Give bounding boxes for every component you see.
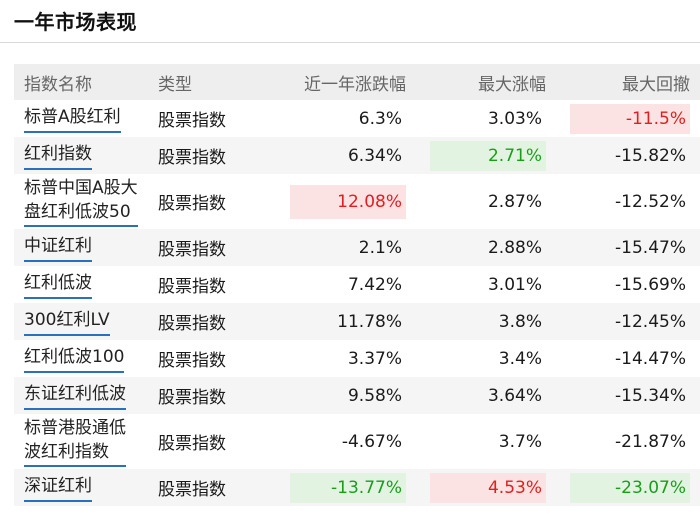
- table-row: 红利低波 股票指数 7.42% 3.01% -15.69%: [14, 266, 700, 303]
- header-one-year-change: 近一年涨跌幅: [276, 64, 416, 100]
- index-name-link[interactable]: 标普A股红利: [24, 104, 121, 133]
- table-row: 标普中国A股大 盘红利低波50 股票指数 12.08% 2.87% -12.52…: [14, 174, 700, 229]
- index-type: 股票指数: [148, 469, 276, 506]
- one-year-change: -4.67%: [341, 431, 402, 452]
- max-gain: 3.01%: [487, 274, 542, 295]
- table-row: 红利指数 股票指数 6.34% 2.71% -15.82%: [14, 137, 700, 174]
- index-type: 股票指数: [158, 434, 226, 454]
- max-drawdown: -15.34%: [615, 385, 686, 406]
- one-year-change: 11.78%: [337, 311, 402, 332]
- max-drawdown: -15.69%: [615, 274, 686, 295]
- max-drawdown: -12.52%: [615, 191, 686, 212]
- max-drawdown: -23.07%: [570, 472, 690, 503]
- max-gain: 3.4%: [498, 348, 542, 369]
- index-type: 股票指数: [148, 377, 276, 414]
- max-gain: 3.8%: [498, 311, 542, 332]
- one-year-change: 2.1%: [358, 237, 402, 258]
- table-row: 深证红利 股票指数 -13.77% 4.53% -23.07%: [14, 469, 700, 506]
- table-row: 东证红利低波 股票指数 9.58% 3.64% -15.34%: [14, 377, 700, 414]
- index-name-link[interactable]: 红利低波: [24, 270, 92, 299]
- one-year-change: 7.42%: [347, 274, 402, 295]
- max-gain: 4.53%: [430, 472, 546, 503]
- max-drawdown: -14.47%: [615, 348, 686, 369]
- one-year-change: 6.34%: [347, 145, 402, 166]
- title-divider: [0, 42, 700, 43]
- index-type: 股票指数: [148, 137, 276, 174]
- index-name-line-1: 标普中国A股大: [24, 178, 138, 198]
- index-type: 股票指数: [158, 111, 226, 131]
- index-type: 股票指数: [148, 229, 276, 266]
- table-row: 标普A股红利 股票指数 6.3% 3.03% -11.5%: [14, 100, 700, 137]
- index-name-link[interactable]: 300红利LV: [24, 307, 110, 336]
- max-drawdown: -11.5%: [570, 103, 690, 134]
- table-row: 中证红利 股票指数 2.1% 2.88% -15.47%: [14, 229, 700, 266]
- index-type: 股票指数: [158, 194, 226, 214]
- index-name-link[interactable]: 深证红利: [24, 473, 92, 502]
- max-gain: 3.7%: [498, 431, 542, 452]
- table-header-row: 指数名称 类型 近一年涨跌幅 最大涨幅 最大回撤: [14, 64, 700, 100]
- index-type: 股票指数: [158, 351, 226, 371]
- index-name-line-1: 标普港股通低: [24, 418, 126, 438]
- header-type: 类型: [148, 64, 276, 100]
- max-gain: 2.71%: [430, 140, 546, 171]
- market-performance-table: 指数名称 类型 近一年涨跌幅 最大涨幅 最大回撤 标普A股红利 股票指数 6.3…: [14, 64, 700, 506]
- table-row: 红利低波100 股票指数 3.37% 3.4% -14.47%: [14, 340, 700, 377]
- index-name-line-2: 波红利指数: [24, 442, 109, 462]
- index-name-link[interactable]: 红利指数: [24, 141, 92, 170]
- one-year-change: 9.58%: [347, 385, 402, 406]
- max-drawdown: -21.87%: [615, 431, 686, 452]
- index-name-link[interactable]: 标普中国A股大 盘红利低波50: [24, 176, 138, 227]
- index-name-link[interactable]: 标普港股通低 波红利指数: [24, 416, 126, 467]
- max-gain: 2.87%: [487, 191, 542, 212]
- table-row: 300红利LV 股票指数 11.78% 3.8% -12.45%: [14, 303, 700, 340]
- one-year-change: -13.77%: [290, 472, 406, 503]
- index-name-link[interactable]: 东证红利低波: [24, 381, 126, 410]
- index-type: 股票指数: [158, 277, 226, 297]
- max-drawdown: -12.45%: [615, 311, 686, 332]
- one-year-change: 3.37%: [347, 348, 402, 369]
- header-max-gain: 最大涨幅: [416, 64, 556, 100]
- one-year-change: 6.3%: [358, 108, 402, 129]
- page-title: 一年市场表现: [14, 10, 137, 34]
- index-name-link[interactable]: 红利低波100: [24, 344, 125, 373]
- one-year-change: 12.08%: [290, 184, 406, 219]
- max-gain: 3.64%: [487, 385, 542, 406]
- header-max-drawdown: 最大回撤: [556, 64, 700, 100]
- max-drawdown: -15.82%: [615, 145, 686, 166]
- header-index-name: 指数名称: [14, 64, 148, 100]
- index-name-line-2: 盘红利低波50: [24, 202, 131, 222]
- max-drawdown: -15.47%: [615, 237, 686, 258]
- max-gain: 3.03%: [487, 108, 542, 129]
- index-type: 股票指数: [148, 303, 276, 340]
- table-row: 标普港股通低 波红利指数 股票指数 -4.67% 3.7% -21.87%: [14, 414, 700, 469]
- max-gain: 2.88%: [487, 237, 542, 258]
- index-name-link[interactable]: 中证红利: [24, 233, 92, 262]
